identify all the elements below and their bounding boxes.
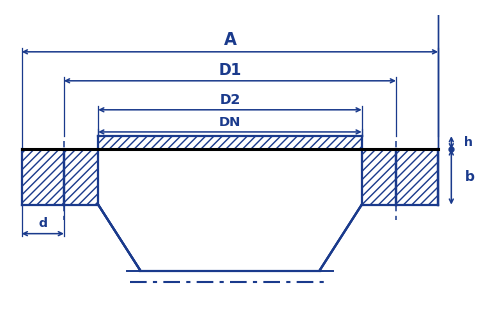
- Text: DN: DN: [218, 116, 240, 129]
- Text: A: A: [223, 31, 236, 49]
- Text: D2: D2: [219, 93, 240, 107]
- Text: d: d: [38, 217, 47, 230]
- Text: h: h: [464, 136, 472, 149]
- Text: b: b: [464, 170, 473, 184]
- Text: D1: D1: [218, 63, 241, 78]
